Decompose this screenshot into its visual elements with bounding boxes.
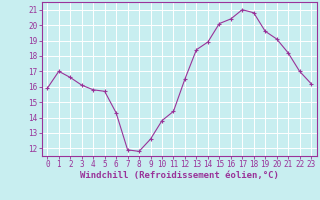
X-axis label: Windchill (Refroidissement éolien,°C): Windchill (Refroidissement éolien,°C): [80, 171, 279, 180]
